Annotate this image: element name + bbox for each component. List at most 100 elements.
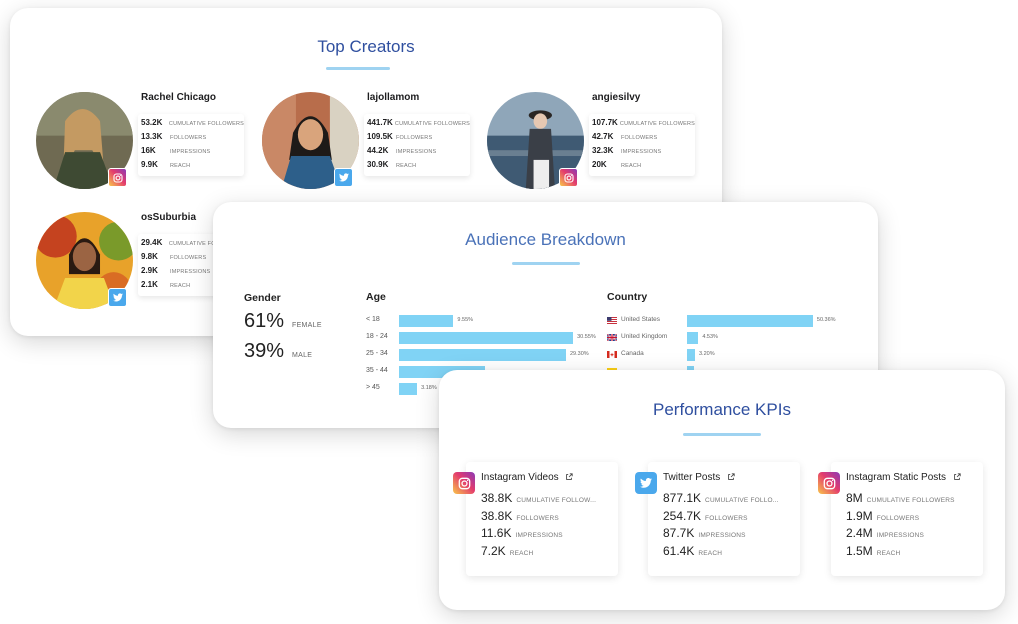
stat-label: FOLLOWERS: [396, 135, 433, 141]
creator-stats: 441.7K CUMULATIVE FOLLOWERS 109.5K FOLLOWE…: [364, 114, 470, 176]
stat-label: IMPRESSIONS: [396, 149, 437, 155]
kpi-stat-label: REACH: [876, 549, 901, 557]
creator-stats: 53.2K CUMULATIVE FOLLOWERS 13.3K FOLLOWERS…: [138, 114, 244, 176]
kpi-stats: 877.1K CUMULATIVE FOLLO... 254.7K FOLLOWER…: [663, 491, 779, 561]
instagram-icon: [108, 168, 127, 187]
age-bar: [399, 383, 418, 395]
kpi-title[interactable]: Instagram Static Posts: [846, 472, 961, 483]
gender-pct: 61%: [244, 310, 285, 332]
age-bar-value: 3.18%: [421, 385, 437, 391]
title-underline: [326, 67, 390, 70]
kpi-card-instagram-videos[interactable]: Instagram Videos 38.8K CUMULATIVE FOLLOW.…: [453, 462, 618, 576]
kpi-stat-value: 254.7K: [663, 508, 702, 523]
country-label: United Kingdom: [621, 333, 668, 340]
kpi-stat-label: FOLLOWERS: [516, 514, 559, 522]
instagram-icon: [453, 472, 475, 494]
kpi-card-twitter-posts[interactable]: Twitter Posts 877.1K CUMULATIVE FOLLO... …: [635, 462, 800, 576]
country-row: United States 50.36%: [607, 315, 862, 327]
age-row: 18 - 24 30.55%: [366, 332, 596, 344]
stat-row: 109.5K FOLLOWERS: [364, 132, 470, 146]
age-row: < 18 9.55%: [366, 315, 581, 327]
kpi-stat-label: IMPRESSIONS: [698, 532, 746, 539]
stat-value: 20K: [592, 160, 607, 169]
stat-row: 107.7K CUMULATIVE FOLLOWERS: [589, 118, 695, 132]
country-bar: [687, 315, 813, 327]
stat-value: 53.2K: [141, 118, 163, 127]
country-bar: [687, 332, 699, 344]
stat-label: REACH: [396, 163, 417, 169]
creator-avatar[interactable]: [36, 212, 133, 309]
stat-label: REACH: [621, 163, 642, 169]
kpi-title[interactable]: Instagram Videos: [481, 472, 574, 483]
kpi-stat-row: 2.4M IMPRESSIONS: [846, 526, 955, 544]
instagram-icon: [818, 472, 840, 494]
creator-card-angiesilvy[interactable]: angiesilvy 107.7K CUMULATIVE FOLLOWERS 42…: [461, 92, 695, 202]
kpi-name: Twitter Posts: [663, 472, 721, 483]
creator-card-ossuburbia[interactable]: osSuburbia 29.4K CUMULATIVE FOLLOWERS 9.8…: [10, 212, 244, 322]
instagram-icon: [559, 168, 578, 187]
stat-value: 13.3K: [141, 132, 163, 141]
gender-female: 61% FEMALE: [244, 310, 322, 333]
kpi-stat-value: 2.4M: [846, 526, 873, 540]
uk-flag-icon: [607, 334, 617, 341]
country-label: United States: [621, 316, 661, 323]
kpi-stat-value: 1.9M: [846, 508, 873, 523]
stat-row: 9.8K FOLLOWERS: [138, 252, 244, 266]
kpi-stat-label: CUMULATIVE FOLLOWERS: [866, 497, 955, 504]
stat-value: 2.1K: [141, 280, 158, 289]
creator-stats: 29.4K CUMULATIVE FOLLOWERS 9.8K FOLLOWERS …: [138, 234, 244, 296]
twitter-icon: [108, 288, 127, 307]
external-link-icon[interactable]: [727, 473, 735, 481]
country-bar: [687, 349, 695, 361]
country-label: Canada: [621, 350, 644, 357]
stat-label: CUMULATIVE FOLLOWERS: [168, 241, 244, 247]
age-bar-value: 29.30%: [570, 351, 589, 357]
kpi-stat-value: 38.8K: [481, 508, 513, 523]
age-label: < 18: [366, 316, 380, 323]
stat-label: CUMULATIVE FOLLOWERS: [394, 121, 470, 127]
twitter-icon: [334, 168, 353, 187]
stat-row: 30.9K REACH: [364, 160, 470, 174]
stat-value: 107.7K: [592, 118, 618, 127]
stat-row: 9.9K REACH: [138, 160, 244, 174]
title-underline: [683, 433, 761, 436]
stat-row: 13.3K FOLLOWERS: [138, 132, 244, 146]
stat-value: 441.7K: [367, 118, 393, 127]
creator-card-rachel-chicago[interactable]: Rachel Chicago 53.2K CUMULATIVE FOLLOWERS…: [10, 92, 244, 202]
stat-row: 32.3K IMPRESSIONS: [589, 146, 695, 160]
stat-row: 2.9K IMPRESSIONS: [138, 266, 244, 280]
kpi-stat-value: 11.6K: [481, 526, 512, 540]
kpi-stat-value: 1.5M: [846, 543, 873, 558]
kpi-stat-row: 877.1K CUMULATIVE FOLLO...: [663, 491, 779, 509]
creator-avatar[interactable]: [487, 92, 584, 189]
kpi-stat-row: 254.7K FOLLOWERS: [663, 509, 779, 527]
kpi-name: Instagram Videos: [481, 472, 559, 483]
stat-label: CUMULATIVE FOLLOWERS: [168, 121, 244, 127]
stat-row: 53.2K CUMULATIVE FOLLOWERS: [138, 118, 244, 132]
external-link-icon[interactable]: [953, 473, 961, 481]
kpi-stat-value: 87.7K: [663, 526, 695, 540]
creator-name: lajollamom: [367, 92, 420, 103]
stat-label: IMPRESSIONS: [170, 269, 211, 275]
age-label: > 45: [366, 384, 380, 391]
us-flag-icon: [607, 317, 617, 324]
gender-label: MALE: [292, 352, 313, 359]
country-bar-value: 50.36%: [816, 317, 836, 323]
stat-row: 29.4K CUMULATIVE FOLLOWERS: [138, 238, 244, 252]
age-label: 35 - 44: [366, 367, 388, 374]
stat-label: REACH: [170, 163, 191, 169]
stat-value: 44.2K: [367, 146, 389, 155]
stat-value: 9.8K: [141, 252, 158, 261]
kpi-title[interactable]: Twitter Posts: [663, 472, 735, 483]
stat-label: REACH: [170, 283, 191, 289]
creator-card-lajollamom[interactable]: lajollamom 441.7K CUMULATIVE FOLLOWERS 10…: [236, 92, 470, 202]
stat-value: 42.7K: [592, 132, 614, 141]
kpi-stat-label: CUMULATIVE FOLLO...: [705, 497, 779, 504]
kpi-card-instagram-static-posts[interactable]: Instagram Static Posts 8M CUMULATIVE FOLL…: [818, 462, 983, 576]
external-link-icon[interactable]: [565, 473, 574, 481]
stat-row: 42.7K FOLLOWERS: [589, 132, 695, 146]
kpi-stats: 8M CUMULATIVE FOLLOWERS 1.9M FOLLOWERS 2.4…: [846, 491, 955, 561]
kpi-stat-value: 38.8K: [481, 491, 513, 505]
kpi-stats: 38.8K CUMULATIVE FOLLOW... 38.8K FOLLOWERS…: [481, 491, 596, 561]
stat-row: 16K IMPRESSIONS: [138, 146, 244, 160]
